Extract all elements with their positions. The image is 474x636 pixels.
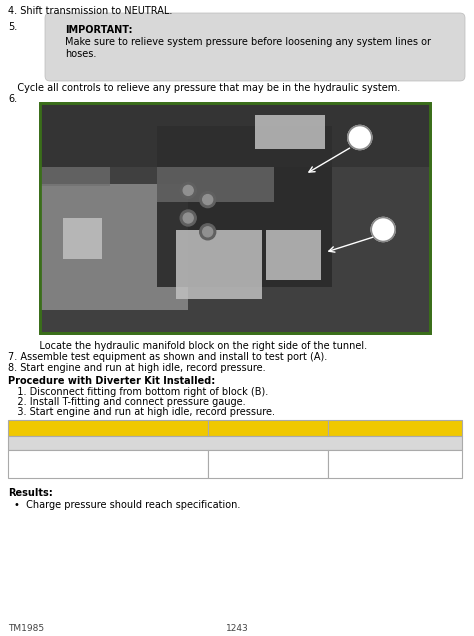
Bar bbox=[40, 103, 430, 333]
Text: 8. Start engine and run at high idle, record pressure.: 8. Start engine and run at high idle, re… bbox=[8, 363, 265, 373]
FancyBboxPatch shape bbox=[45, 13, 465, 81]
Bar bbox=[40, 103, 430, 333]
Text: Results:: Results: bbox=[8, 488, 53, 498]
Circle shape bbox=[203, 227, 213, 237]
Text: 4. Shift transmission to NEUTRAL.: 4. Shift transmission to NEUTRAL. bbox=[8, 6, 173, 16]
Circle shape bbox=[200, 191, 216, 207]
Circle shape bbox=[200, 224, 216, 240]
Text: 7. Assemble test equipment as shown and install to test port (A).: 7. Assemble test equipment as shown and … bbox=[8, 352, 327, 362]
Circle shape bbox=[203, 195, 213, 205]
Bar bbox=[255, 114, 325, 149]
Text: Item: Item bbox=[12, 423, 37, 433]
Bar bbox=[8, 450, 208, 478]
Text: 3. Start engine and run at high idle, record pressure.: 3. Start engine and run at high idle, re… bbox=[8, 407, 275, 417]
Text: 170 - 190 psi): 170 - 190 psi) bbox=[332, 465, 400, 475]
Text: 1172 - 1310 kPa: 1172 - 1310 kPa bbox=[332, 454, 411, 464]
Text: IMPORTANT:: IMPORTANT: bbox=[65, 25, 133, 35]
Bar bbox=[157, 167, 274, 202]
Circle shape bbox=[180, 183, 196, 198]
Text: 6.: 6. bbox=[8, 94, 17, 104]
Bar bbox=[157, 126, 332, 287]
Bar bbox=[208, 420, 328, 436]
Bar bbox=[328, 450, 462, 478]
Circle shape bbox=[180, 210, 196, 226]
Circle shape bbox=[371, 218, 395, 242]
Bar bbox=[40, 167, 110, 186]
Text: Procedure with Diverter Kit Installed:: Procedure with Diverter Kit Installed: bbox=[8, 376, 215, 386]
Text: Specifications:: Specifications: bbox=[12, 438, 94, 448]
Bar bbox=[8, 436, 462, 450]
Text: 2. Install T-fitting and connect pressure gauge.: 2. Install T-fitting and connect pressur… bbox=[8, 397, 246, 407]
Bar bbox=[8, 420, 208, 436]
Text: Cycle all controls to relieve any pressure that may be in the hydraulic system.: Cycle all controls to relieve any pressu… bbox=[8, 83, 400, 93]
Bar bbox=[40, 103, 430, 167]
Text: B: B bbox=[379, 225, 387, 235]
Circle shape bbox=[348, 125, 372, 149]
Text: •  Charge pressure should reach specification.: • Charge pressure should reach specifica… bbox=[14, 500, 240, 510]
Text: 1243: 1243 bbox=[226, 624, 248, 633]
Bar bbox=[176, 230, 262, 298]
Bar bbox=[266, 230, 321, 280]
Text: 5.: 5. bbox=[8, 22, 17, 32]
Text: Measurement: Measurement bbox=[212, 423, 287, 433]
Text: 1. Disconnect fitting from bottom right of block (B).: 1. Disconnect fitting from bottom right … bbox=[8, 387, 268, 397]
Bar bbox=[40, 184, 188, 310]
Bar bbox=[208, 450, 328, 478]
Text: Specification: Specification bbox=[332, 423, 404, 433]
Text: A: A bbox=[356, 132, 364, 142]
Circle shape bbox=[183, 186, 193, 195]
Text: Locate the hydraulic manifold block on the right side of the tunnel.: Locate the hydraulic manifold block on t… bbox=[30, 341, 367, 351]
Bar bbox=[328, 420, 462, 436]
Text: Charge Pressure (High Idle): Charge Pressure (High Idle) bbox=[12, 456, 146, 466]
Text: TM1985: TM1985 bbox=[8, 624, 44, 633]
Bar bbox=[64, 218, 102, 259]
Circle shape bbox=[183, 213, 193, 223]
Text: Make sure to relieve system pressure before loosening any system lines or
hoses.: Make sure to relieve system pressure bef… bbox=[65, 37, 431, 59]
